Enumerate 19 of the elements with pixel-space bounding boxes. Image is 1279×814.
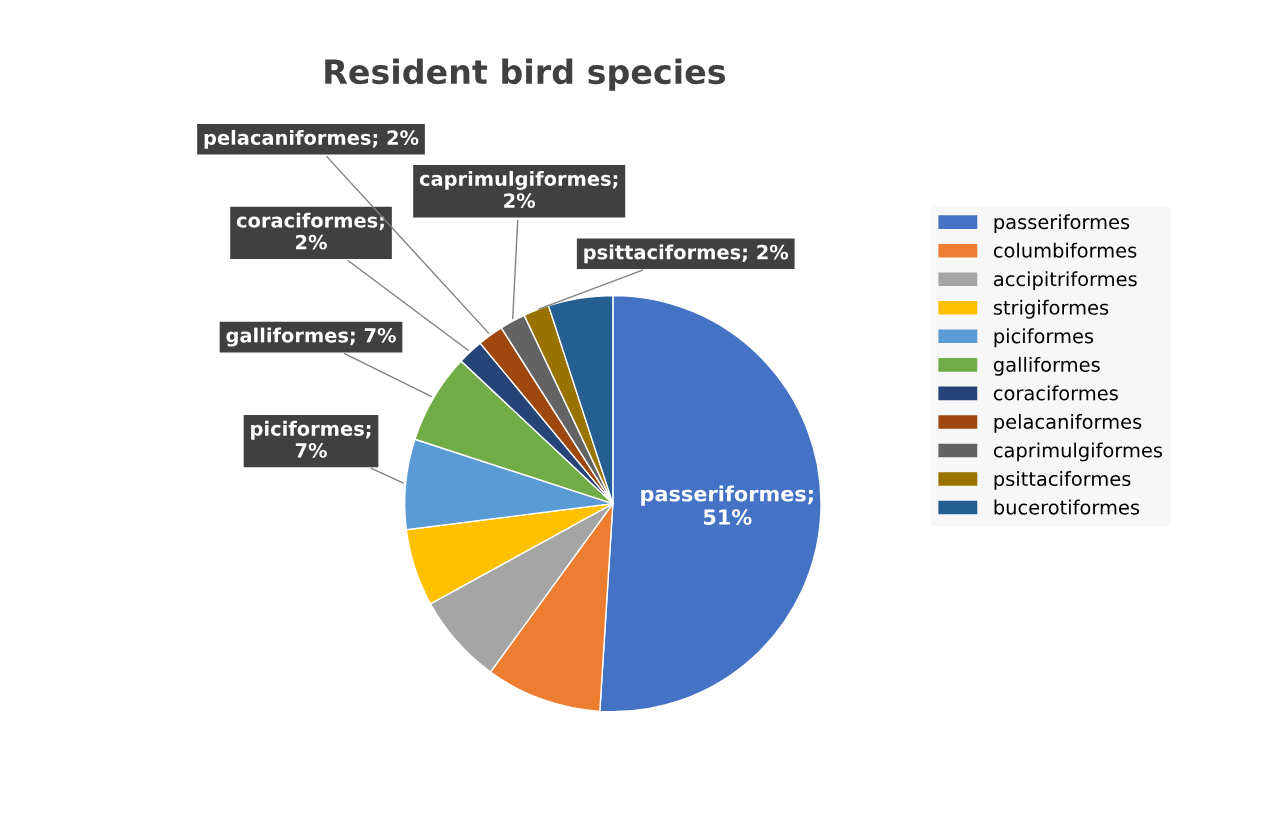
legend-label: strigiformes [993,299,1109,319]
legend-label: accipitriformes [993,271,1137,291]
legend-label: psittaciformes [994,471,1131,490]
legend-label: piciformes [994,328,1094,348]
legend-label: pelacaniformes [994,413,1142,433]
data-label: passeriformes; 51% [641,485,813,525]
legend-label: caprimulgiformes [993,442,1163,462]
data-label: coraciformes; 2% [236,212,384,250]
data-label: galliformes; 7% [226,327,396,347]
legend-label: galliformes [993,356,1100,376]
legend-label: coraciformes [993,385,1118,401]
legend-label: bucerotiformes [994,499,1140,515]
data-label: caprimulgiformes; 2% [419,170,618,208]
data-label: pelacaniformes; 2% [204,129,419,149]
legend-label: passeriformes [994,214,1130,234]
data-label: piciformes; 7% [251,420,371,458]
chart-title: Resident bird species [325,58,726,91]
legend-label: columbiformes [993,242,1137,258]
data-label: psittaciformes; 2% [584,244,789,264]
